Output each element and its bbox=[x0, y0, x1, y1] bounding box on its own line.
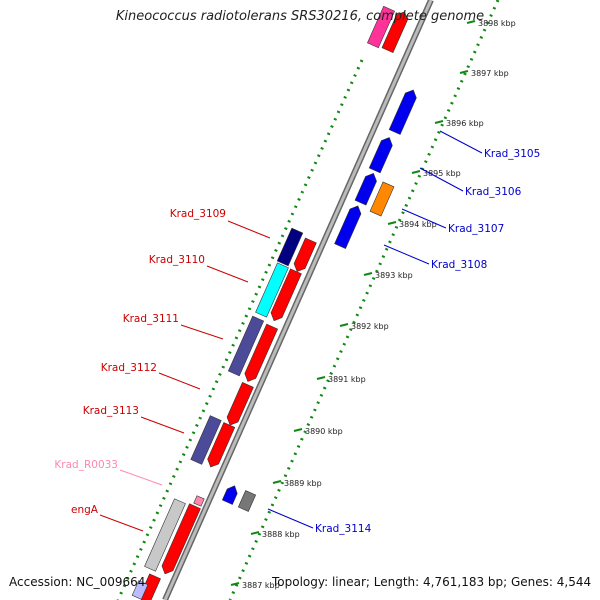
gene-block-fwd-4 bbox=[226, 382, 254, 426]
leader-krad-3110 bbox=[206, 265, 249, 283]
gene-block-krad-3111 bbox=[227, 315, 265, 377]
ruler-ticks: 3898 kbp 3897 kbp 3896 kbp 3895 kbp 3894 kbp… bbox=[230, 19, 516, 590]
ruler-tick bbox=[459, 70, 469, 74]
leader-krad-3109 bbox=[227, 220, 271, 239]
gene-block-fwd-top bbox=[381, 11, 408, 54]
gene-label-krad-r0033[interactable]: Krad_R0033 bbox=[54, 459, 118, 471]
gene-block-krad-3114 bbox=[221, 485, 238, 505]
gene-block-fwd-5 bbox=[207, 422, 236, 468]
ruler-tick-label: 3889 kbp bbox=[284, 479, 322, 488]
ruler-tick bbox=[230, 582, 240, 586]
leader-enga bbox=[99, 514, 144, 532]
ruler-tick-label: 3895 kbp bbox=[423, 169, 461, 178]
gene-block-krad-3110 bbox=[255, 262, 289, 318]
leader-krad-3106 bbox=[419, 167, 464, 192]
gene-label-krad-3108[interactable]: Krad_3108 bbox=[431, 259, 487, 271]
gene-block-enga bbox=[161, 503, 201, 575]
gene-block-gray-small bbox=[237, 490, 257, 512]
gene-label-enga[interactable]: engA bbox=[71, 504, 99, 516]
ruler-tick-label: 3887 kbp bbox=[242, 581, 280, 590]
gene-label-krad-3111[interactable]: Krad_3111 bbox=[123, 313, 179, 325]
gene-label-krad-3113[interactable]: Krad_3113 bbox=[83, 405, 139, 417]
gene-block-krad-3108 bbox=[334, 205, 362, 249]
genome-title: Kineococcus radiotolerans SRS30216, comp… bbox=[115, 9, 485, 24]
gene-block-krad-3107 bbox=[354, 172, 377, 206]
gene-labels: Krad_3105 Krad_3106 Krad_3107 Krad_3108 Krad… bbox=[54, 130, 540, 535]
ruler-tick bbox=[250, 531, 260, 535]
gene-block-enga-gray bbox=[144, 498, 186, 572]
leader-krad-3114 bbox=[267, 508, 314, 529]
gene-block-krad-3105 bbox=[388, 89, 417, 135]
ruler-tick-label: 3896 kbp bbox=[446, 119, 484, 128]
gene-block-pink-top bbox=[367, 5, 395, 49]
gene-label-krad-3114[interactable]: Krad_3114 bbox=[315, 523, 372, 535]
leader-krad-r0033 bbox=[119, 469, 163, 486]
accession-text: Accession: NC_009664 bbox=[9, 575, 146, 589]
gene-block-rna bbox=[193, 495, 205, 507]
gene-label-krad-3110[interactable]: Krad_3110 bbox=[149, 254, 205, 266]
topology-summary: Topology: linear; Length: 4,761,183 bp; … bbox=[272, 575, 592, 589]
ruler-tick bbox=[411, 170, 421, 174]
gene-label-krad-3109[interactable]: Krad_3109 bbox=[170, 208, 226, 220]
genome-backbone-highlight bbox=[163, 0, 433, 600]
inner-ruler bbox=[116, 59, 364, 600]
ruler-tick bbox=[363, 272, 373, 276]
ruler-tick-label: 3888 kbp bbox=[262, 530, 300, 539]
gene-block-lavender-bottom bbox=[131, 580, 149, 600]
ruler-tick-label: 3894 kbp bbox=[399, 220, 437, 229]
leader-krad-3105 bbox=[439, 130, 483, 154]
ruler-tick bbox=[272, 480, 282, 484]
ruler-tick bbox=[293, 428, 303, 432]
ruler-tick-label: 3892 kbp bbox=[351, 322, 389, 331]
gene-label-krad-3105[interactable]: Krad_3105 bbox=[484, 148, 540, 160]
leader-krad-3112 bbox=[158, 372, 201, 390]
gene-block-fwd-3 bbox=[244, 323, 279, 382]
gene-block-fwd-1 bbox=[293, 237, 317, 272]
ruler-tick bbox=[316, 376, 326, 380]
gene-label-krad-3106[interactable]: Krad_3106 bbox=[465, 186, 522, 198]
ruler-tick bbox=[434, 120, 444, 124]
leader-krad-3107 bbox=[401, 208, 447, 229]
leader-krad-3113 bbox=[140, 416, 185, 434]
gene-label-krad-3112[interactable]: Krad_3112 bbox=[101, 362, 157, 374]
ruler-tick bbox=[466, 20, 476, 24]
gene-block-krad-3108-orange bbox=[369, 181, 395, 217]
outer-ruler bbox=[228, 0, 500, 600]
ruler-tick-label: 3893 kbp bbox=[375, 271, 413, 280]
gene-label-krad-3107[interactable]: Krad_3107 bbox=[448, 223, 504, 235]
gene-block-krad-3109 bbox=[276, 227, 304, 267]
ruler-tick-label: 3897 kbp bbox=[471, 69, 509, 78]
leader-krad-3111 bbox=[180, 324, 224, 340]
gene-blocks bbox=[131, 5, 417, 600]
gene-block-fwd-2 bbox=[270, 268, 302, 322]
ruler-tick-label: 3890 kbp bbox=[305, 427, 343, 436]
ruler-tick bbox=[339, 323, 349, 327]
ruler-tick-label: 3898 kbp bbox=[478, 19, 516, 28]
ruler-tick bbox=[387, 221, 397, 225]
ruler-tick-label: 3891 kbp bbox=[328, 375, 366, 384]
gene-block-krad-3113 bbox=[190, 415, 222, 465]
leader-krad-3108 bbox=[383, 244, 430, 265]
gene-block-krad-3106 bbox=[368, 137, 393, 174]
